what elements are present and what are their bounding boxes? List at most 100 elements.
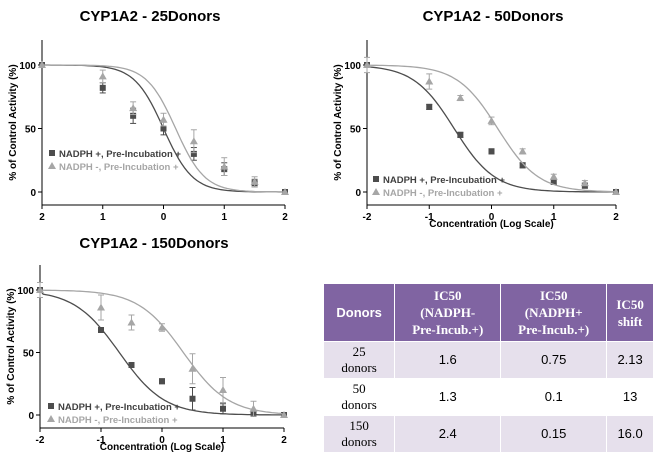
y-tick-label: 0: [30, 188, 36, 199]
x-tick-label: 1: [220, 435, 226, 446]
y-axis-label: % of Control Activity (%): [6, 288, 17, 404]
data-point-square: [426, 103, 433, 110]
data-point-square: [98, 327, 104, 333]
y-tick-label: 100: [17, 286, 34, 297]
donors-cell: 150 donors: [322, 415, 396, 453]
fit-curve: [42, 64, 286, 193]
x-tick-label: -2: [36, 435, 45, 446]
x-tick-label: 0: [489, 212, 495, 223]
x-tick-label: 1: [221, 212, 227, 223]
data-point-triangle: [97, 303, 105, 311]
y-tick-label: 50: [25, 125, 37, 136]
data-point-square: [130, 112, 137, 119]
legend-label: NADPH +, Pre-Incubation +: [383, 175, 505, 186]
table-row: 150 donors 2.4 0.15 16.0: [322, 415, 654, 453]
chart-title: CYP1A2 - 25Donors: [80, 8, 221, 25]
x-tick-label: 2: [282, 212, 288, 223]
x-tick-label: 2: [281, 435, 287, 446]
legend-marker-triangle: [47, 415, 55, 422]
x-tick-label: 2: [39, 212, 45, 223]
series-nadph-minus: [36, 282, 288, 418]
ic50-shift-cell: 2.13: [606, 341, 654, 379]
chart-1: CYP1A2 - 25Donors 0 50 100 2 1 0 1 2 % of Control…: [8, 8, 289, 223]
data-point-triangle: [363, 61, 371, 68]
ic50-nadph-minus-cell: 1.3: [394, 378, 502, 416]
data-point-triangle: [189, 137, 198, 145]
legend-label: NADPH -, Pre-Incubation +: [59, 162, 179, 173]
data-point-triangle: [580, 179, 589, 187]
y-axis-label: % of Control Activity (%): [8, 64, 19, 180]
y-tick-label: 50: [23, 349, 35, 360]
table-row: 50 donors 1.3 0.1 13: [322, 378, 654, 416]
ic50-shift-cell: 13: [606, 378, 654, 416]
data-point-triangle: [549, 172, 558, 180]
data-point-square: [457, 131, 464, 138]
series-nadph-minus: [38, 61, 289, 195]
table-row: 25 donors 1.6 0.75 2.13: [322, 341, 654, 379]
donors-cell: 50 donors: [322, 378, 396, 416]
y-tick-label: 0: [28, 411, 34, 422]
legend-marker-square: [49, 150, 55, 156]
data-point-triangle: [281, 188, 289, 195]
x-tick-label: 0: [159, 435, 165, 446]
data-point-triangle: [127, 318, 136, 326]
data-point-triangle: [220, 162, 229, 170]
x-tick-label: 1: [100, 212, 106, 223]
x-tick-label: 2: [613, 212, 619, 223]
data-point-square: [488, 148, 495, 155]
y-tick-label: 100: [19, 61, 36, 72]
ic50-nadph-plus-cell: 0.75: [500, 341, 608, 379]
x-tick-label: -1: [97, 435, 106, 446]
chart-3: CYP1A2 - 150Donors 0 50 100 -2 -1 0 1 2 % of Cont…: [6, 235, 288, 453]
data-point-square: [128, 362, 135, 368]
data-point-triangle: [249, 404, 258, 412]
data-point-triangle: [250, 177, 259, 185]
legend-label: NADPH +, Pre-Incubation +: [59, 149, 181, 160]
chart-title: CYP1A2 - 150Donors: [79, 235, 228, 252]
x-axis-label: Concentration (Log Scale): [100, 442, 224, 453]
ic50-nadph-plus-cell: 0.1: [500, 378, 608, 416]
header-ic50-shift: IC50 shift: [606, 283, 654, 342]
data-point-triangle: [98, 72, 107, 80]
legend-marker-square: [48, 403, 54, 409]
x-axis-label: Concentration (Log Scale): [429, 219, 553, 230]
data-point-square: [220, 405, 226, 412]
data-point-triangle: [425, 77, 434, 85]
legend-marker-triangle: [48, 162, 56, 169]
legend-label: NADPH +, Pre-Incubation +: [58, 402, 180, 413]
data-point-square: [519, 162, 526, 169]
legend-label: NADPH -, Pre-Incubation +: [383, 188, 503, 199]
legend-label: NADPH -, Pre-Incubation +: [58, 415, 178, 426]
data-point-triangle: [456, 94, 465, 102]
data-point-triangle: [129, 104, 138, 112]
x-tick-label: 1: [551, 212, 557, 223]
series-nadph-minus: [363, 56, 620, 195]
ic50-nadph-minus-cell: 1.6: [394, 341, 502, 379]
data-point-triangle: [158, 323, 166, 331]
ic50-summary-table: Donors IC50 (NADPH- Pre-Incub.+) IC50 (NADP…: [322, 283, 654, 453]
chart-2: CYP1A2 - 50Donors 0 50 100 -2 -1 0 1 2 % of Contr…: [333, 8, 620, 230]
donors-cell: 25 donors: [322, 341, 396, 379]
header-donors: Donors: [322, 283, 396, 342]
ic50-nadph-plus-cell: 0.15: [500, 415, 608, 453]
y-axis-label: % of Control Activity (%): [333, 64, 344, 180]
y-tick-label: 50: [350, 125, 362, 136]
data-point-triangle: [159, 115, 168, 123]
series-nadph-plus: [37, 287, 287, 418]
data-point-triangle: [612, 188, 620, 195]
ic50-shift-cell: 16.0: [606, 415, 654, 453]
chart-title: CYP1A2 - 50Donors: [423, 8, 564, 25]
y-tick-label: 0: [355, 188, 361, 199]
fit-curve: [39, 289, 285, 416]
fit-curve: [39, 289, 285, 416]
x-tick-label: 0: [161, 212, 167, 223]
data-point-square: [160, 125, 167, 132]
legend-marker-triangle: [372, 188, 380, 195]
data-point-square: [159, 378, 165, 385]
data-point-triangle: [188, 364, 197, 372]
data-point-square: [99, 84, 106, 91]
series-nadph-plus: [39, 62, 288, 195]
legend-marker-square: [373, 176, 379, 182]
data-point-triangle: [280, 411, 288, 418]
